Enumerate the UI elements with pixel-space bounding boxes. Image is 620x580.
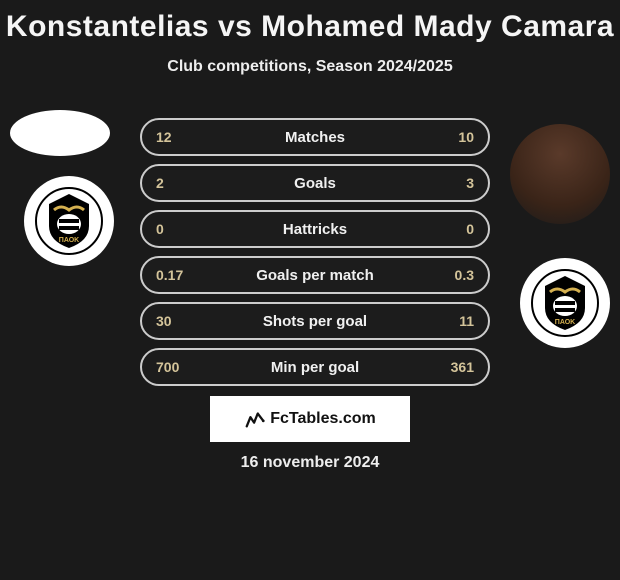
stat-label: Shots per goal: [263, 313, 367, 330]
stat-row: 0.17 Goals per match 0.3: [140, 256, 490, 294]
svg-text:ΠΑΟΚ: ΠΑΟΚ: [59, 237, 79, 244]
player-avatar-right: [510, 124, 610, 224]
stats-container: 12 Matches 10 2 Goals 3 0 Hattricks 0 0.…: [140, 118, 490, 394]
player-avatar-right-image: [510, 124, 610, 224]
date-label: 16 november 2024: [0, 454, 620, 472]
comparison-title: Konstantelias vs Mohamed Mady Camara: [0, 0, 620, 44]
brand-label: FcTables.com: [270, 410, 376, 428]
stat-row: 12 Matches 10: [140, 118, 490, 156]
stat-right-value: 3: [466, 175, 474, 191]
stat-left-value: 12: [156, 129, 172, 145]
comparison-subtitle: Club competitions, Season 2024/2025: [0, 58, 620, 76]
club-badge-right: ΠΑΟΚ: [520, 258, 610, 348]
player-avatar-left: [10, 110, 110, 156]
club-badge-left: ΠΑΟΚ: [24, 176, 114, 266]
brand-box[interactable]: FcTables.com: [210, 396, 410, 442]
stat-row: 30 Shots per goal 11: [140, 302, 490, 340]
fctables-logo-icon: [244, 408, 266, 430]
stat-label: Goals per match: [256, 267, 374, 284]
stat-right-value: 10: [458, 129, 474, 145]
stat-row: 2 Goals 3: [140, 164, 490, 202]
stat-left-value: 700: [156, 359, 179, 375]
stat-left-value: 30: [156, 313, 172, 329]
stat-right-value: 11: [459, 313, 474, 329]
stat-right-value: 361: [451, 359, 474, 375]
stat-left-value: 2: [156, 175, 164, 191]
paok-logo-icon: ΠΑΟΚ: [34, 186, 104, 256]
stat-label: Matches: [285, 129, 345, 146]
stat-left-value: 0: [156, 221, 164, 237]
stat-label: Goals: [294, 175, 336, 192]
stat-right-value: 0: [466, 221, 474, 237]
stat-label: Hattricks: [283, 221, 347, 238]
stat-right-value: 0.3: [455, 267, 474, 283]
stat-row: 700 Min per goal 361: [140, 348, 490, 386]
svg-text:ΠΑΟΚ: ΠΑΟΚ: [555, 319, 575, 326]
paok-logo-icon: ΠΑΟΚ: [530, 268, 600, 338]
stat-label: Min per goal: [271, 359, 359, 376]
stat-left-value: 0.17: [156, 267, 183, 283]
stat-row: 0 Hattricks 0: [140, 210, 490, 248]
